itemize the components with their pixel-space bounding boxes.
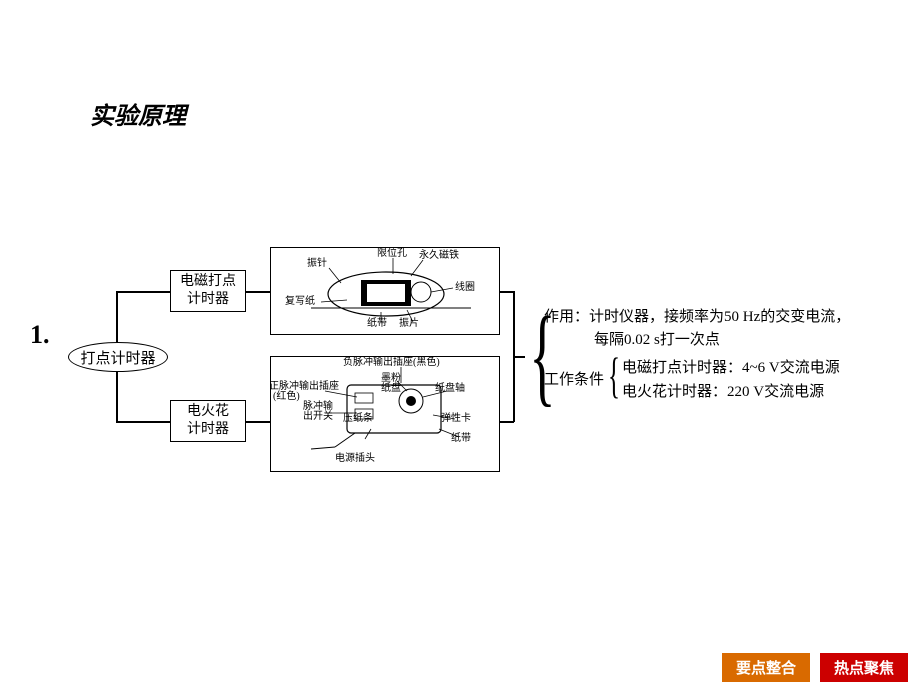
device-box-1: 限位孔 永久磁铁 振针 线圈 复写纸 纸带 振片 [270,247,500,335]
d2-label-disc: 纸盘 [381,383,401,394]
device-box-2: 负脉冲输出插座(黑色) 正脉冲输出插座 (红色) 脉冲输 出开关 压纸条 墨粉 … [270,356,500,472]
section-title: 实验原理 [90,96,186,131]
branch-2-line2: 计时器 [187,421,229,439]
connector [500,421,514,423]
connector [500,291,514,293]
d1-label-carbon: 复写纸 [285,296,315,307]
root-node: 打点计时器 [68,342,168,372]
d2-label-plug: 电源插头 [335,453,375,464]
d2-label-pos-socket-b: (红色) [273,391,300,402]
d2-label-axle: 纸盘轴 [435,383,465,394]
d2-label-switch-b: 出开关 [303,411,333,422]
cond1: 电磁打点计时器：4~6 V交流电源 [622,356,840,377]
d1-label-magnet: 永久磁铁 [419,250,459,261]
cond2: 电火花计时器：220 V交流电源 [622,380,824,401]
right-line1b: 每隔0.02 s打一次点 [594,328,720,349]
branch-1-line1: 电磁打点 [180,273,236,291]
branch-node-1: 电磁打点 计时器 [170,270,246,312]
connector [116,372,118,421]
d1-label-tape: 纸带 [367,318,387,329]
d2-label-tape: 纸带 [451,433,471,444]
hot-focus-button[interactable]: 热点聚焦 [820,653,908,682]
d2-label-clamp: 压纸条 [343,413,373,424]
item-number: 1. [30,320,50,350]
connector [246,291,270,293]
d1-label-limiting-hole: 限位孔 [377,248,407,259]
root-label: 打点计时器 [80,347,155,368]
connector [246,421,270,423]
d1-label-coil: 线圈 [455,282,475,293]
connector [116,291,118,342]
branch-1-line2: 计时器 [187,291,229,309]
connector [116,421,170,423]
right-line1a: 作用：计时仪器，接频率为50 Hz的交变电流， [544,305,850,326]
d2-label-clip: 弹性卡 [441,413,471,424]
connector [513,356,525,358]
key-points-button[interactable]: 要点整合 [722,653,810,682]
d1-label-needle: 振针 [307,258,327,269]
d1-label-reed: 振片 [399,318,419,329]
right-line2: 工作条件 [544,368,604,389]
brace-conditions: { [608,350,620,400]
branch-2-line1: 电火花 [187,403,229,421]
d2-label-neg-socket: 负脉冲输出插座(黑色) [343,357,440,368]
branch-node-2: 电火花 计时器 [170,400,246,442]
connector [116,291,170,293]
